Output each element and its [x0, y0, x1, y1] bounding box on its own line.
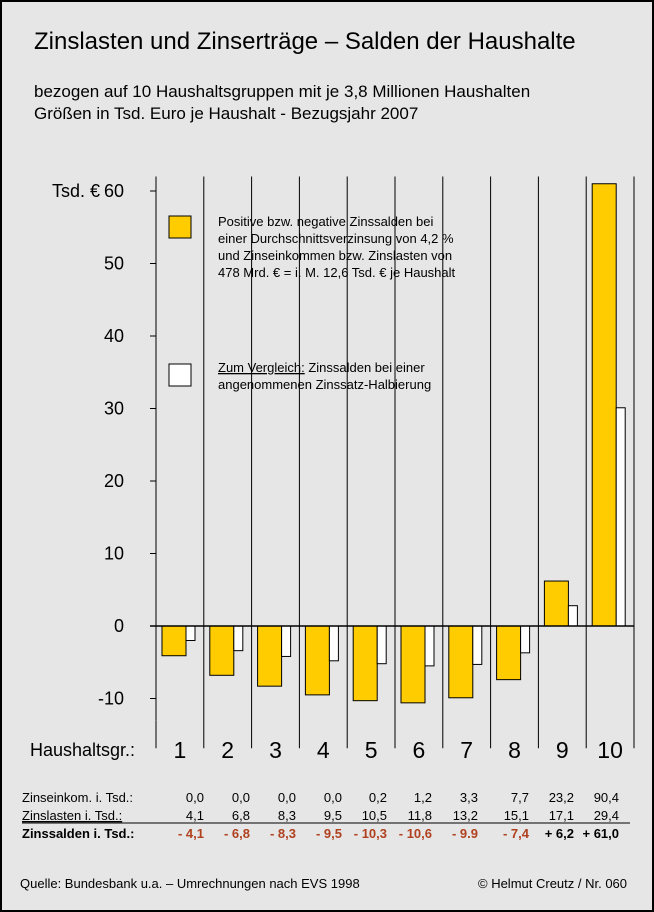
table-cell: 0,0 [232, 790, 250, 805]
chart-title: Zinslasten und Zinserträge – Salden der … [34, 28, 576, 55]
bar-white [233, 625, 244, 652]
chart-subtitle-2: Größen in Tsd. Euro je Haushalt - Bezugs… [34, 104, 419, 123]
bar-yellow [352, 625, 378, 702]
table-cell: - 10,3 [354, 826, 387, 841]
bar-yellow [543, 580, 569, 627]
bar-yellow [304, 625, 330, 696]
x-tick-label: 9 [556, 737, 569, 763]
legend-text-white: Zum Vergleich: Zinssalden bei einer [218, 360, 425, 375]
table-cell: 90,4 [594, 790, 619, 805]
legend-swatch-white [168, 363, 192, 387]
bar-yellow [400, 625, 426, 704]
table-cell: 6,8 [232, 808, 250, 823]
table-cell: - 4,1 [178, 826, 204, 841]
table-cell: - 9,5 [316, 826, 342, 841]
legend-text-yellow: und Zinseinkommen bzw. Zinslasten von [218, 248, 452, 263]
table-cell: 8,3 [278, 808, 296, 823]
bar-yellow [257, 625, 283, 687]
bar-white [185, 625, 196, 641]
table-cell: + 6,2 [545, 826, 574, 841]
bar-yellow [161, 625, 187, 657]
y-tick-label: 40 [104, 326, 124, 346]
source-note: Quelle: Bundesbank u.a. – Umrechnungen n… [20, 876, 360, 891]
table-cell: 9,5 [324, 808, 342, 823]
table-cell: - 10,6 [399, 826, 432, 841]
table-cell: - 7,4 [503, 826, 530, 841]
table-cell: 0,2 [369, 790, 387, 805]
bar-white [328, 625, 339, 662]
y-tick-label: 0 [114, 616, 124, 636]
table-cell: 11,8 [408, 808, 432, 823]
x-tick-label: 7 [460, 737, 473, 763]
y-tick-label: -10 [98, 689, 124, 709]
x-axis-label: Haushaltsgr.: [30, 740, 135, 760]
table-cell: 1,2 [414, 790, 432, 805]
x-tick-label: 8 [508, 737, 521, 763]
table-cell: 3,3 [460, 790, 478, 805]
legend-text-yellow: 478 Mrd. € = i. M. 12,6 Tsd. € je Hausha… [218, 265, 456, 280]
table-cell: - 8,3 [270, 826, 296, 841]
table-cell: 0,0 [186, 790, 204, 805]
table-row-label: Zinssalden i. Tsd.: [22, 826, 134, 841]
bar-white [424, 625, 435, 667]
table-cell: 13,2 [453, 808, 478, 823]
y-tick-label: 10 [104, 544, 124, 564]
bar-yellow [496, 625, 522, 681]
x-tick-label: 4 [317, 737, 330, 763]
bar-white [472, 625, 483, 665]
table-cell: 0,0 [324, 790, 342, 805]
y-tick-label: 30 [104, 399, 124, 419]
table-row-label: Zinseinkom. i. Tsd.: [22, 790, 133, 805]
table-cell: - 6,8 [224, 826, 250, 841]
legend-text-yellow: Positive bzw. negative Zinssalden bei [218, 214, 433, 229]
bar-white [281, 625, 292, 657]
table-cell: 4,1 [186, 808, 204, 823]
table-cell: 0,0 [278, 790, 296, 805]
legend-text-white-line2: angenommenen Zinssatz-Halbierung [218, 377, 431, 392]
bar-yellow [591, 183, 617, 627]
x-tick-label: 3 [269, 737, 282, 763]
x-tick-label: 2 [221, 737, 234, 763]
y-tick-label: 20 [104, 471, 124, 491]
table-cell: - 9.9 [452, 826, 478, 841]
table-cell: 17,1 [549, 808, 574, 823]
table-cell: 7,7 [511, 790, 529, 805]
y-tick-label: 50 [104, 254, 124, 274]
legend-text-yellow: einer Durchschnittsverzinsung von 4,2 % [218, 231, 454, 246]
table-row-label: Zinslasten i. Tsd.: [22, 808, 122, 823]
table-cell: + 61,0 [582, 826, 619, 841]
bar-white [520, 625, 531, 654]
y-tick-label: 60 [104, 181, 124, 201]
x-tick-label: 10 [597, 737, 623, 763]
copyright-note: © Helmut Creutz / Nr. 060 [478, 876, 628, 891]
bar-yellow [209, 625, 235, 676]
bar-white [567, 605, 578, 627]
y-axis-label: Tsd. € [52, 181, 100, 201]
bar-yellow [448, 625, 474, 699]
bar-white [376, 625, 387, 665]
table-cell: 29,4 [594, 808, 619, 823]
chart-subtitle-1: bezogen auf 10 Haushaltsgruppen mit je 3… [34, 82, 531, 101]
table-cell: 15,1 [504, 808, 529, 823]
table-cell: 10,5 [362, 808, 387, 823]
table-cell: 23,2 [549, 790, 574, 805]
legend-swatch-yellow [168, 215, 192, 239]
bar-white [615, 407, 626, 627]
x-tick-label: 6 [413, 737, 426, 763]
x-tick-label: 5 [365, 737, 378, 763]
x-tick-label: 1 [174, 737, 187, 763]
